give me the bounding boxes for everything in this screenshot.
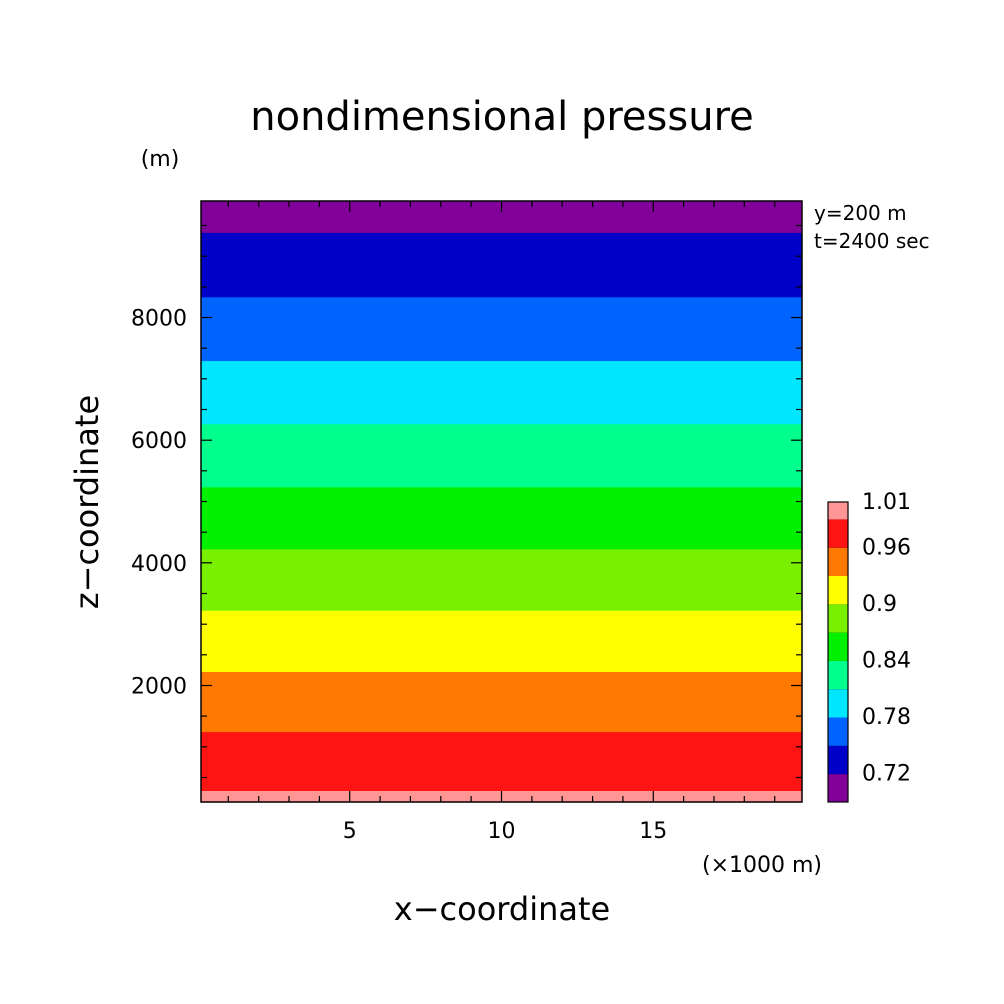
x-tick-label: 10 (488, 819, 516, 844)
y-tick-label: 8000 (131, 307, 187, 332)
x-axis-label: x−coordinate (394, 890, 610, 928)
contour-band-3 (201, 361, 802, 425)
colorbar-swatch-9 (828, 519, 848, 548)
y-unit-label: (m) (141, 147, 180, 172)
contour-band-1 (201, 232, 802, 298)
colorbar-label: 0.84 (862, 649, 911, 674)
y-tick-label: 6000 (131, 429, 187, 454)
colorbar-swatch-6 (828, 603, 848, 633)
contour-band-5 (201, 487, 802, 550)
x-unit-label: (×1000 m) (702, 853, 822, 878)
colorbar-swatch-0 (828, 773, 848, 803)
contour-band-8 (201, 672, 802, 733)
colorbar-swatch-7 (828, 575, 848, 605)
x-tick-label: 5 (343, 819, 357, 844)
colorbar-swatch-10 (828, 502, 848, 520)
colorbar (828, 502, 848, 803)
colorbar-swatch-2 (828, 717, 848, 746)
colorbar-label: 1.01 (862, 490, 911, 515)
y-tick-label: 2000 (131, 675, 187, 700)
colorbar-frame (827, 501, 849, 803)
colorbar-swatch-1 (828, 745, 848, 775)
colorbar-swatch-4 (828, 660, 848, 690)
colorbar-label: 0.9 (862, 592, 897, 617)
annotation-time: t=2400 sec (814, 229, 930, 253)
chart-title: nondimensional pressure (250, 94, 754, 140)
contour-band-2 (201, 297, 802, 362)
colorbar-label: 0.78 (862, 705, 911, 730)
contour-band-9 (201, 732, 802, 792)
colorbar-swatch-3 (828, 688, 848, 718)
colorbar-label: 0.96 (862, 535, 911, 560)
colorbar-labels: 1.01 0.96 0.9 0.84 0.78 0.72 (862, 490, 911, 787)
colorbar-swatch-5 (828, 632, 848, 661)
y-axis-label: z−coordinate (68, 395, 106, 609)
annotation-y-position: y=200 m (814, 201, 907, 225)
x-tick-label: 15 (639, 819, 667, 844)
colorbar-label: 0.72 (862, 762, 911, 787)
contour-bands (201, 201, 802, 803)
contour-band-6 (201, 549, 802, 612)
axis-tick-labels: 5 10 15 2000 4000 6000 8000 (131, 307, 667, 845)
y-tick-label: 4000 (131, 552, 187, 577)
axis-ticks (201, 201, 802, 802)
contour-band-7 (201, 610, 802, 673)
colorbar-swatch-8 (828, 547, 848, 576)
contour-band-4 (201, 424, 802, 488)
